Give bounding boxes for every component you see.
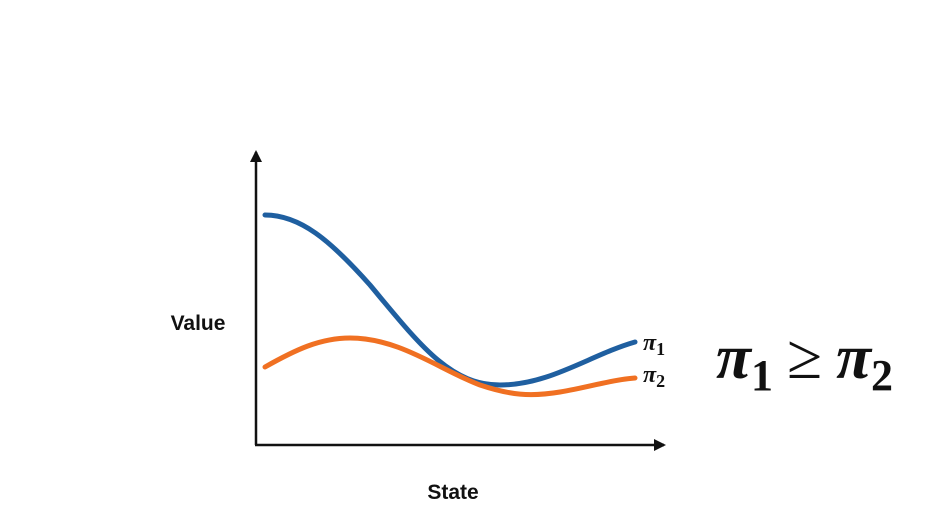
formula-sub: 2 [871,351,893,400]
label-sub: 2 [656,371,665,391]
curve-pi2 [262,335,638,398]
curve-label: π1 [643,330,665,359]
formula-base: π [716,321,753,392]
label-base: π [643,362,657,388]
formula-sub: 1 [751,351,773,400]
formula: π1 ≥ π2 [716,321,893,400]
x-axis-label: State [427,481,478,504]
label-base: π [643,330,657,356]
label-sub: 1 [656,339,665,359]
curve-label: π2 [643,362,665,391]
curve-pi1 [262,212,638,388]
formula-relation: ≥ [787,321,822,392]
formula-base: π [836,321,873,392]
y-axis-label: Value [171,312,226,335]
